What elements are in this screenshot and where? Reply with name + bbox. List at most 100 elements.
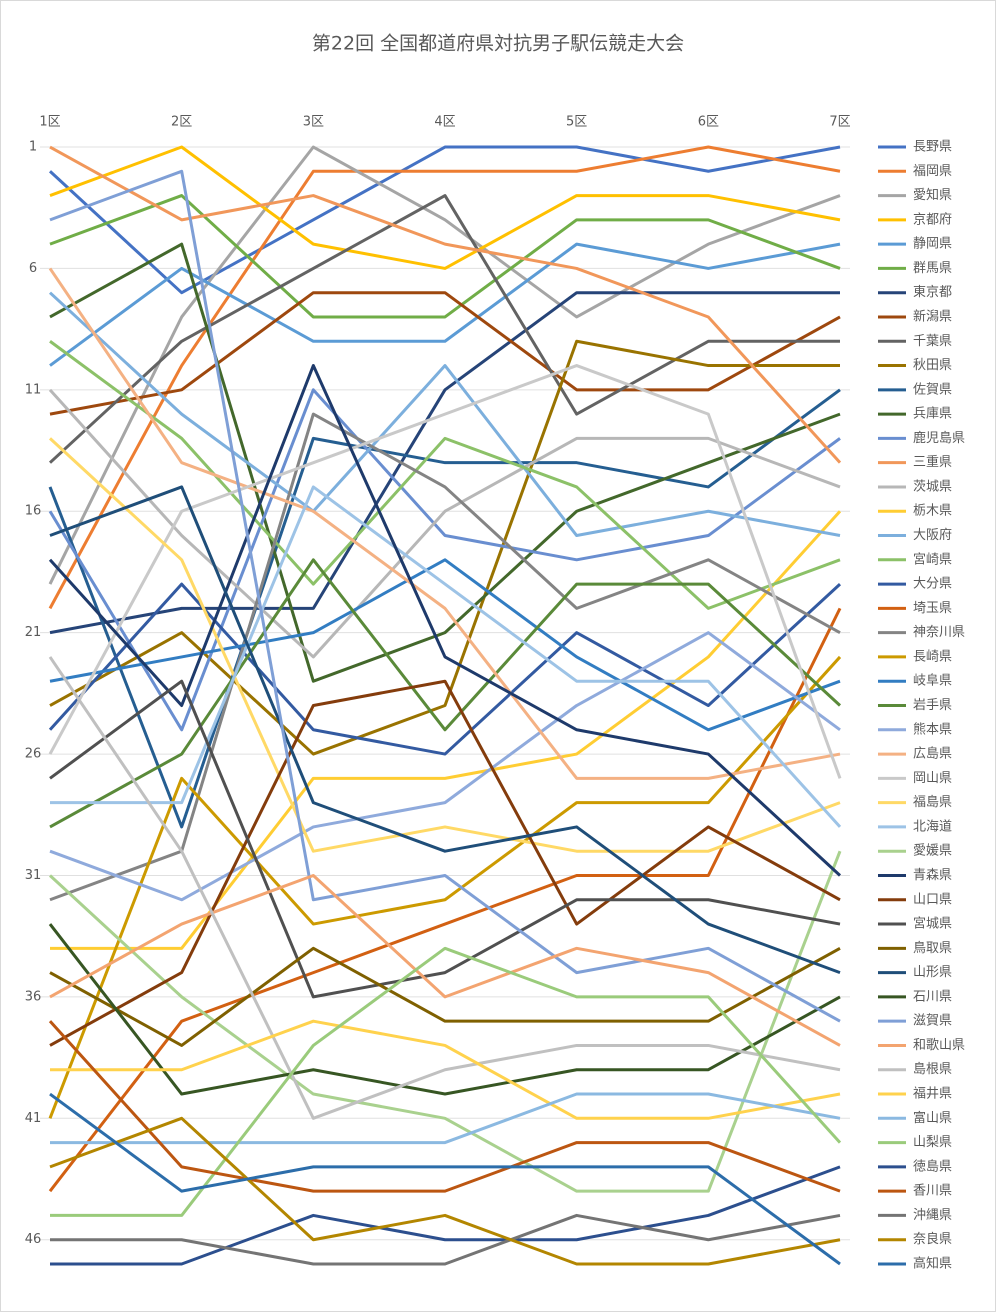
legend-label: 鳥取県 xyxy=(913,941,952,956)
legend-label: 山形県 xyxy=(913,965,952,980)
series-line xyxy=(48,656,841,1120)
series-line xyxy=(50,1019,841,1120)
series-line xyxy=(48,145,841,295)
series-line xyxy=(49,558,841,732)
series-line xyxy=(48,850,842,1193)
series-line xyxy=(49,194,841,319)
series-line xyxy=(48,194,840,464)
series-line xyxy=(49,1092,841,1266)
legend-label: 静岡県 xyxy=(913,237,952,252)
y-tick-label: 1 xyxy=(29,140,37,155)
series-line xyxy=(48,1020,841,1193)
series-line xyxy=(48,655,842,1119)
y-tick-label: 31 xyxy=(25,868,42,883)
series-line xyxy=(48,388,841,732)
legend-label: 千葉県 xyxy=(913,334,952,349)
series-line xyxy=(49,946,841,1047)
legend-label: 長野県 xyxy=(913,140,952,155)
series-line xyxy=(48,145,841,610)
legend-label: 三重県 xyxy=(913,454,952,470)
legend-label: 滋賀県 xyxy=(913,1014,952,1029)
y-tick-label: 41 xyxy=(25,1111,42,1126)
series-line xyxy=(49,291,840,635)
chart-title: 第22回 全国都道府県対抗男子駅伝競走大会 xyxy=(312,33,684,55)
x-tick-label: 5区 xyxy=(566,115,587,130)
x-tick-label: 2区 xyxy=(171,115,192,130)
series-line xyxy=(48,582,842,756)
series-line xyxy=(48,923,841,1096)
series-line xyxy=(48,364,842,779)
series-line xyxy=(49,679,841,1047)
legend-label: 和歌山県 xyxy=(913,1038,965,1053)
legend-label: 福島県 xyxy=(913,795,952,810)
series-line xyxy=(48,437,841,853)
series-line xyxy=(49,145,842,464)
y-tick-label: 46 xyxy=(25,1232,42,1247)
series-line xyxy=(49,339,840,756)
legend-label: 福岡県 xyxy=(913,164,952,179)
legend-label: 京都府 xyxy=(913,212,952,227)
legend-label: 北海道 xyxy=(913,819,952,834)
legend-label: 島根県 xyxy=(913,1062,952,1077)
legend-label: 愛媛県 xyxy=(913,844,952,859)
series-line xyxy=(49,169,841,1023)
legend-label: 熊本県 xyxy=(913,721,952,737)
legend-label: 宮崎県 xyxy=(913,551,952,567)
series-line xyxy=(50,510,842,950)
legend-label: 岐阜県 xyxy=(913,673,952,689)
legend-label: 沖縄県 xyxy=(913,1208,952,1223)
legend-label: 埼玉県 xyxy=(913,601,952,616)
legend-label: 徳島県 xyxy=(913,1159,952,1174)
x-tick-label: 3区 xyxy=(303,115,324,130)
legend-label: 新潟県 xyxy=(913,308,952,324)
legend-label: 広島県 xyxy=(913,747,952,762)
series-line xyxy=(49,873,841,1047)
y-tick-label: 36 xyxy=(25,989,42,1004)
legend-label: 青森県 xyxy=(913,868,952,883)
series-line xyxy=(49,679,841,999)
legend-label: 佐賀県 xyxy=(913,382,952,397)
series-line xyxy=(48,607,842,1193)
series-line xyxy=(50,1092,841,1145)
series-line xyxy=(48,145,841,585)
series-line xyxy=(49,145,841,270)
series-line xyxy=(49,485,841,975)
x-tick-label: 4区 xyxy=(434,115,455,130)
y-tick-label: 16 xyxy=(25,504,42,519)
y-tick-label: 6 xyxy=(29,261,37,276)
x-tick-label: 7区 xyxy=(829,115,850,130)
series-line xyxy=(49,340,841,610)
series-line xyxy=(50,1213,841,1266)
y-tick-label: 26 xyxy=(25,747,42,762)
series-line xyxy=(49,631,841,902)
legend-label: 山口県 xyxy=(913,892,952,907)
legend-label: 山梨県 xyxy=(913,1135,952,1150)
series-line xyxy=(49,242,841,683)
legend-label: 秋田県 xyxy=(913,358,952,373)
series-line xyxy=(48,291,841,538)
series-line xyxy=(50,485,842,828)
series-line xyxy=(48,364,842,877)
x-tick-label: 1区 xyxy=(39,115,60,130)
legend-label: 高知県 xyxy=(913,1256,952,1272)
legend-label: 長崎県 xyxy=(913,649,952,664)
legend-label: 福井県 xyxy=(913,1087,952,1102)
legend-label: 兵庫県 xyxy=(913,407,952,422)
legend-label: 大分県 xyxy=(913,577,952,592)
legend-label: 愛知県 xyxy=(913,187,952,203)
series-line xyxy=(49,291,841,416)
series-line xyxy=(49,1116,841,1266)
legend-label: 富山県 xyxy=(913,1110,952,1126)
legend-label: 群馬県 xyxy=(913,261,952,276)
legend-label: 栃木県 xyxy=(913,504,952,519)
series-line xyxy=(48,267,841,780)
y-tick-label: 11 xyxy=(25,382,42,397)
series-line xyxy=(50,1165,841,1266)
y-tick-label: 21 xyxy=(25,625,42,640)
legend-label: 鹿児島県 xyxy=(913,430,965,446)
legend-label: 奈良県 xyxy=(913,1231,952,1247)
x-tick-label: 6区 xyxy=(698,115,719,130)
legend-label: 茨城県 xyxy=(913,479,952,494)
